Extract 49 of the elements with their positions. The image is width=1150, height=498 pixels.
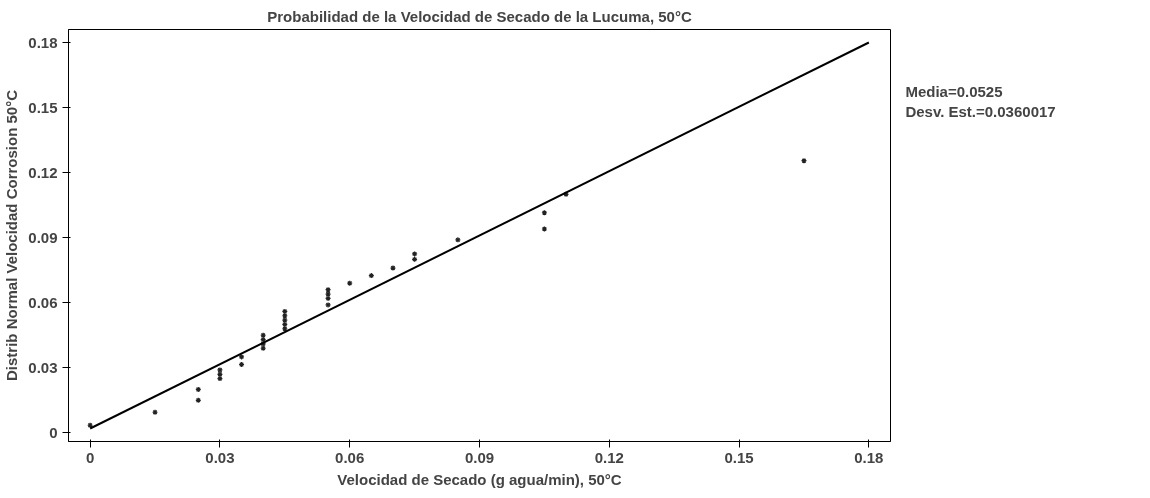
point [541,209,548,216]
point [238,361,245,368]
x-tick-label: 0.18 [854,448,884,466]
y-tick-label: 0.06 [28,293,58,311]
y-tick-label: 0 [49,423,58,441]
point [800,157,808,164]
point [562,191,570,198]
point [260,332,267,339]
point [281,308,288,315]
point [216,366,224,374]
x-tick-label: 0.15 [724,448,754,466]
point [151,409,159,416]
chart-title: Probabilidad de la Velocidad de Secado de la Lucuma, 50°C [267,7,692,25]
y-axis-title: Distrib Normal Velocidad Corrosion 50°C [3,89,21,382]
point [87,422,94,429]
point [454,236,461,243]
point [541,225,548,233]
x-axis-title: Velocidad de Secado (g agua/min), 50°C [337,470,622,488]
point [260,345,267,352]
point [281,325,288,332]
point [281,312,288,319]
text: Desv. Est.=0.0360017 [905,103,1056,121]
point [260,336,267,343]
x-tick-label: 0.06 [335,448,365,466]
point [195,386,202,393]
point [346,280,353,287]
point [216,371,224,378]
point [324,301,332,308]
x-tick-label: 0 [85,448,95,466]
y-tick-label: 0.09 [28,228,58,246]
point [195,397,202,404]
point [260,340,267,348]
point [216,375,224,382]
point [368,272,375,279]
x-tick-label: 0.12 [594,448,624,466]
point [389,264,397,272]
x-tick-label: 0.09 [464,448,495,466]
y-tick-label: 0.12 [28,163,58,181]
point [411,250,418,258]
text: Media=0.0525 [905,82,1003,100]
y-tick-label: 0.15 [28,98,58,116]
y-tick-label: 0.18 [28,33,58,51]
point [281,321,288,328]
point [411,256,418,263]
point [324,295,332,302]
y-tick-label: 0.03 [28,358,58,376]
point [324,286,332,293]
point [238,353,245,361]
x-tick-label: 0.03 [205,448,235,466]
